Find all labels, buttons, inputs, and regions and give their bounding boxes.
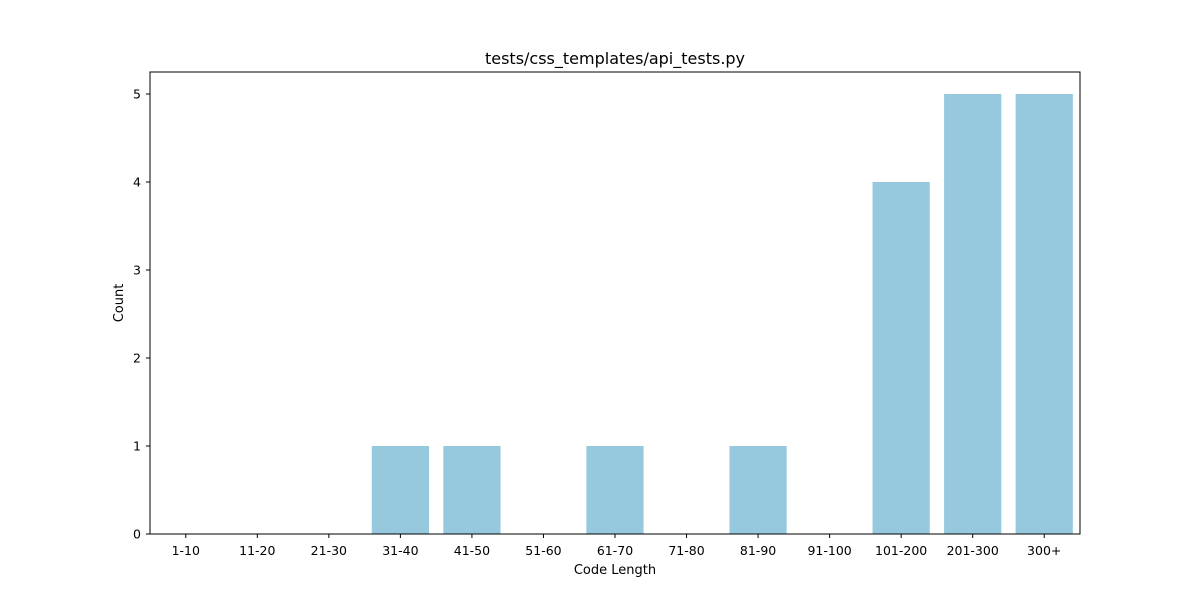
x-tick-label: 61-70 [597,543,633,558]
x-tick-label: 51-60 [525,543,561,558]
x-axis-label: Code Length [574,563,656,578]
bar-41-50 [443,446,501,534]
y-tick-label: 4 [133,175,141,190]
x-tick-label: 1-10 [172,543,200,558]
x-tick-label: 41-50 [454,543,490,558]
x-axis-ticks: 1-10 11-20 21-30 31-40 41-50 51-60 61-70 71-80 8… [172,534,1061,558]
bar-201-300 [944,94,1002,534]
x-tick-label: 71-80 [668,543,704,558]
bar-300+ [1015,94,1073,534]
bars-group [371,94,1073,534]
x-tick-label: 81-90 [740,543,776,558]
x-tick-label: 31-40 [382,543,418,558]
y-tick-label: 1 [133,439,141,454]
x-tick-label: 11-20 [239,543,275,558]
bar-61-70 [586,446,644,534]
x-tick-label: 91-100 [807,543,851,558]
x-tick-label: 101-200 [875,543,927,558]
x-tick-label: 201-300 [947,543,999,558]
chart-title: tests/css_templates/api_tests.py [485,49,745,69]
y-axis-label: Count [112,284,127,323]
bar-101-200 [872,182,930,534]
y-tick-label: 0 [133,527,141,542]
x-tick-label: 300+ [1027,543,1061,558]
x-tick-label: 21-30 [311,543,347,558]
y-axis-ticks: 0 1 2 3 4 5 [133,87,150,542]
plot-frame [149,71,1081,535]
y-tick-label: 3 [133,263,141,278]
bar-31-40 [371,446,429,534]
y-tick-label: 5 [133,87,141,102]
bar-81-90 [729,446,787,534]
y-tick-label: 2 [133,351,141,366]
